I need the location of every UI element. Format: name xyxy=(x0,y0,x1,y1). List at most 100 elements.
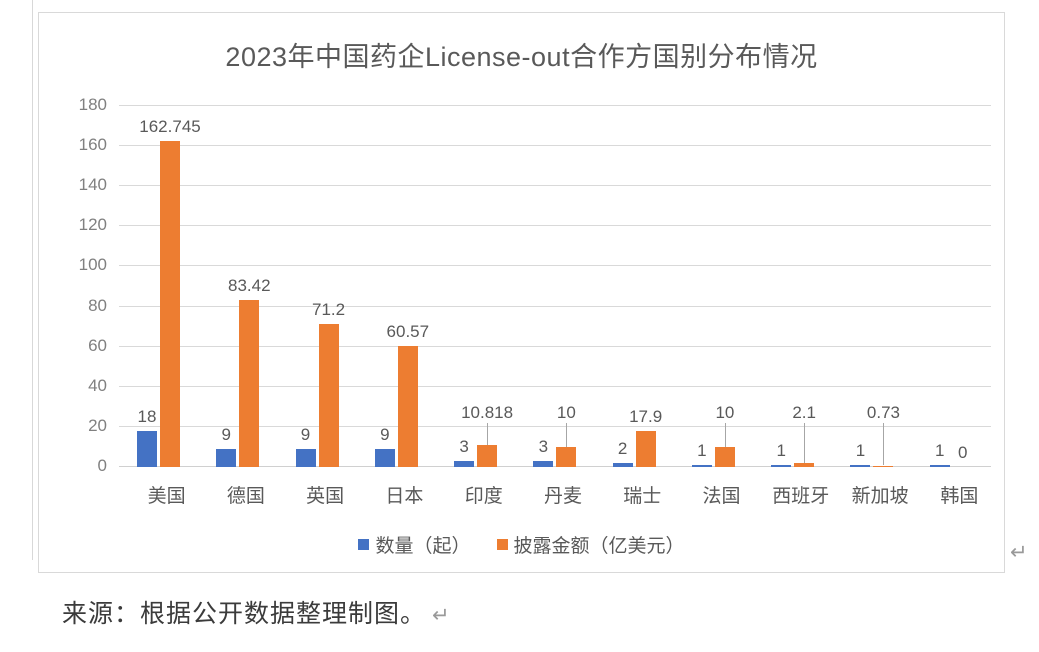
bar-amount[interactable] xyxy=(239,299,260,467)
data-label-amount: 0.73 xyxy=(866,402,900,422)
data-label-count: 9 xyxy=(221,424,231,444)
x-axis-category-label: 瑞士 xyxy=(623,486,662,507)
bar-count[interactable] xyxy=(929,465,950,467)
bar-count[interactable] xyxy=(295,448,316,467)
legend-swatch-count xyxy=(358,539,370,550)
bar-count[interactable] xyxy=(771,465,792,467)
x-axis-category-label: 德国 xyxy=(226,486,265,507)
bar-amount[interactable] xyxy=(556,446,577,467)
bar-group: 3 10 丹麦 xyxy=(515,106,594,507)
gridline: 80 xyxy=(88,296,991,315)
gridline: 140 xyxy=(79,175,991,194)
y-axis-tick-label: 160 xyxy=(78,135,107,155)
bar-count[interactable] xyxy=(454,460,475,467)
data-label-count: 9 xyxy=(300,424,311,444)
bar-amount[interactable] xyxy=(873,465,894,467)
bar-count[interactable] xyxy=(850,465,871,467)
x-axis-category-label: 印度 xyxy=(464,486,503,507)
bar-group: 18 162.745 美国 xyxy=(119,106,201,507)
y-axis-tick-label: 80 xyxy=(88,295,107,315)
x-axis-category-label: 美国 xyxy=(147,486,186,507)
y-axis-tick-label: 0 xyxy=(97,456,107,475)
bar-amount[interactable] xyxy=(477,445,498,467)
gridline: 160 xyxy=(79,135,991,154)
gridline: 0 xyxy=(98,456,991,475)
chart-object[interactable]: 2023年中国药企License-out合作方国别分布情况 180 160 140 1… xyxy=(38,12,1005,573)
gridline: 100 xyxy=(79,255,991,274)
bar-count[interactable] xyxy=(374,448,395,467)
data-label-amount: 0 xyxy=(957,443,968,462)
data-label-leader-line xyxy=(883,422,885,465)
data-label-count: 2 xyxy=(617,439,628,458)
data-label-count: 18 xyxy=(137,406,157,426)
gridline: 40 xyxy=(88,376,991,395)
legend-label-count: 数量（起） xyxy=(375,536,471,557)
gridline: 20 xyxy=(88,416,991,435)
data-label-count: 1 xyxy=(934,441,945,460)
y-axis-tick-label: 140 xyxy=(78,175,107,195)
bar-amount[interactable] xyxy=(794,462,815,467)
bar-count[interactable] xyxy=(533,460,554,467)
paragraph-mark-caption: ↵ xyxy=(432,604,451,627)
y-axis-tick-label: 180 xyxy=(78,95,107,114)
bar-amount[interactable] xyxy=(714,446,735,467)
x-axis-category-label: 日本 xyxy=(385,486,424,507)
x-axis-category-label: 丹麦 xyxy=(543,486,582,507)
legend-swatch-amount xyxy=(496,539,508,550)
bar-group: 1 0 韩国 xyxy=(912,106,991,507)
data-label-count: 1 xyxy=(697,441,707,460)
legend-item-amount[interactable]: 披露金额（亿美元） xyxy=(496,531,685,558)
bar-group: 1 10 法国 xyxy=(674,106,753,507)
bar-group: 3 10.818 印度 xyxy=(436,106,515,507)
data-label-count: 9 xyxy=(380,424,390,444)
bar-group: 2 17.9 瑞士 xyxy=(595,106,674,507)
x-axis-category-label: 西班牙 xyxy=(772,486,830,507)
chart-title: 2023年中国药企License-out合作方国别分布情况 xyxy=(225,42,818,72)
paragraph-mark-right: ↵ xyxy=(1010,541,1028,564)
data-label-leader-line xyxy=(487,422,489,446)
legend-label-amount: 披露金额（亿美元） xyxy=(513,536,685,557)
data-label-amount: 162.745 xyxy=(139,116,201,136)
data-label-leader-line xyxy=(724,422,726,447)
data-label-amount: 10.818 xyxy=(461,402,514,422)
gridline: 180 xyxy=(79,95,991,114)
data-label-count: 3 xyxy=(459,436,469,456)
bar-group: 9 83.42 德国 xyxy=(198,106,277,507)
data-label-count: 1 xyxy=(855,441,866,460)
x-axis-category-label: 新加坡 xyxy=(851,486,909,507)
data-label-amount: 17.9 xyxy=(629,407,663,427)
legend-item-count[interactable]: 数量（起） xyxy=(358,531,471,558)
bar-amount[interactable] xyxy=(160,140,180,467)
data-label-amount: 10 xyxy=(556,402,576,422)
data-label-leader-line xyxy=(566,422,568,447)
bar-group: 9 71.2 英国 xyxy=(278,106,357,507)
figure-caption: 来源：根据公开数据整理制图。 ↵ xyxy=(62,594,451,630)
bar-count[interactable] xyxy=(216,448,237,467)
gridline: 120 xyxy=(79,215,991,234)
chart-legend[interactable]: 数量（起） 披露金额（亿美元） xyxy=(39,531,1004,558)
bar-amount[interactable] xyxy=(318,324,339,467)
data-label-amount: 71.2 xyxy=(311,300,346,320)
x-axis-category-label: 法国 xyxy=(702,486,741,507)
document-margin-line xyxy=(32,0,33,560)
plot-area: 180 160 140 120 100 80 60 40 20 0 18 162.745 美国 9 83.… xyxy=(79,95,991,507)
y-axis-tick-label: 60 xyxy=(88,335,107,355)
x-axis-category-label: 韩国 xyxy=(940,486,979,507)
caption-text: 来源：根据公开数据整理制图。 xyxy=(62,601,427,628)
bar-group: 9 60.57 日本 xyxy=(357,106,436,507)
y-axis-tick-label: 120 xyxy=(78,215,107,235)
bar-group: 1 2.1 西班牙 xyxy=(753,106,832,507)
bar-amount[interactable] xyxy=(635,431,656,467)
y-axis-tick-label: 20 xyxy=(88,415,107,435)
y-axis-tick-label: 100 xyxy=(78,255,107,275)
bar-amount[interactable] xyxy=(397,345,418,467)
data-label-leader-line xyxy=(804,422,806,463)
data-label-amount: 60.57 xyxy=(386,321,430,341)
x-axis-category-label: 英国 xyxy=(306,486,345,507)
bar-count[interactable] xyxy=(691,465,712,467)
data-label-count: 1 xyxy=(776,441,786,460)
data-label-amount: 10 xyxy=(715,402,735,422)
bar-count[interactable] xyxy=(137,430,157,467)
bar-count[interactable] xyxy=(612,463,633,467)
data-label-amount: 2.1 xyxy=(792,402,816,422)
